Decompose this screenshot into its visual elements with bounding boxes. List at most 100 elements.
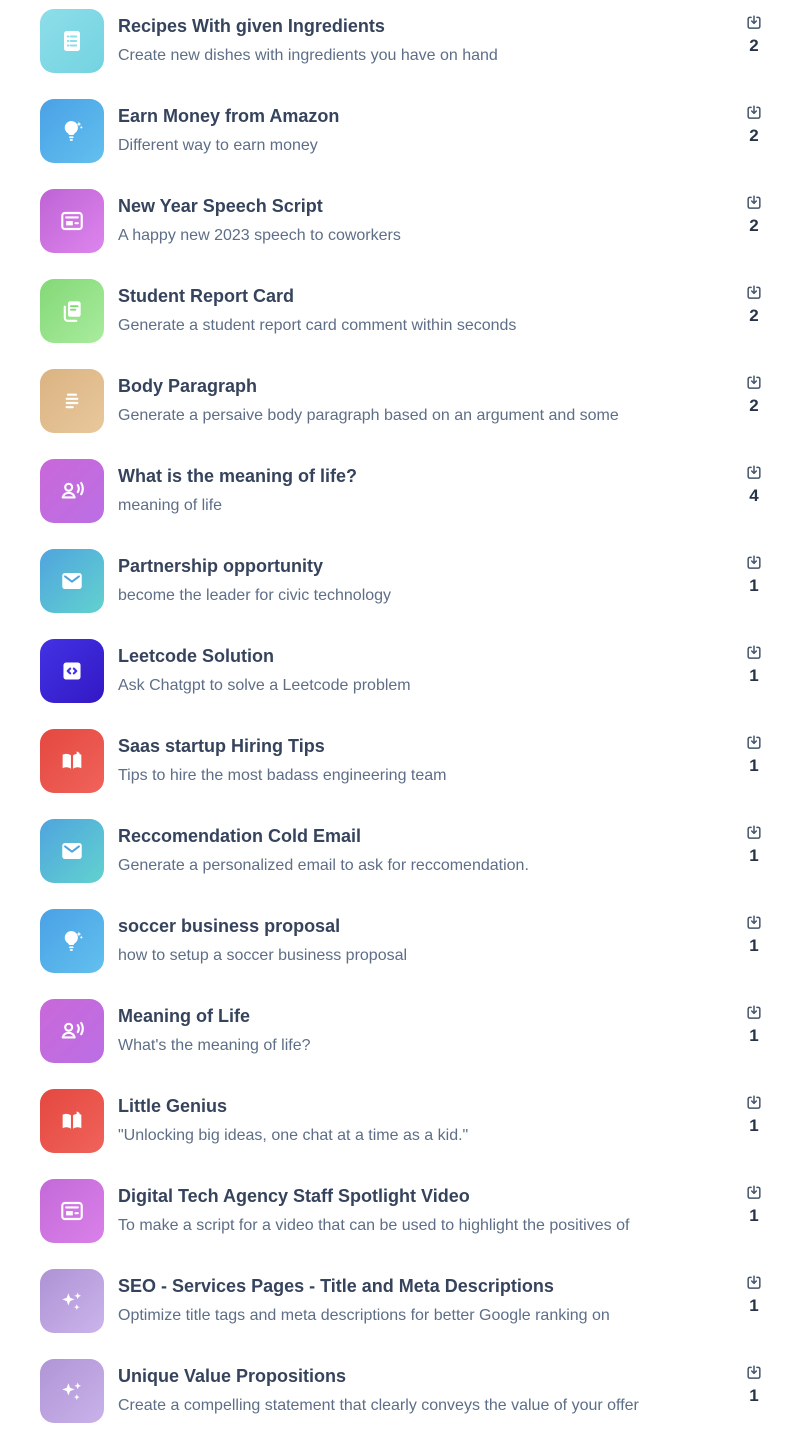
item-texts: Meaning of Life What's the meaning of li…	[118, 1004, 726, 1057]
item-downloads: 2	[740, 373, 768, 416]
download-count: 2	[749, 306, 759, 325]
item-title[interactable]: soccer business proposal	[118, 916, 341, 936]
item-title[interactable]: Student Report Card	[118, 286, 295, 306]
sparkles-icon	[40, 1269, 104, 1333]
download-icon	[744, 373, 764, 393]
download-icon	[744, 103, 764, 123]
item-title[interactable]: What is the meaning of life?	[118, 466, 358, 486]
item-subtitle: meaning of life	[118, 497, 223, 514]
download-count: 2	[749, 36, 759, 55]
list-item[interactable]: Recipes With given Ingredients Create ne…	[0, 0, 806, 90]
sparkles-icon	[40, 1359, 104, 1423]
item-texts: Little Genius "Unlocking big ideas, one …	[118, 1094, 726, 1147]
download-count: 1	[749, 576, 759, 595]
item-downloads: 1	[740, 643, 768, 686]
list-item[interactable]: soccer business proposal how to setup a …	[0, 900, 806, 990]
list-item[interactable]: Unique Value Propositions Create a compe…	[0, 1350, 806, 1440]
item-subtitle: Different way to earn money	[118, 137, 318, 154]
envelope-icon	[40, 819, 104, 883]
item-downloads: 1	[740, 553, 768, 596]
list-item[interactable]: SEO - Services Pages - Title and Meta De…	[0, 1260, 806, 1350]
download-count: 1	[749, 1206, 759, 1225]
download-count: 4	[749, 486, 759, 505]
newspaper-icon	[40, 1179, 104, 1243]
list-item[interactable]: Reccomendation Cold Email Generate a per…	[0, 810, 806, 900]
item-subtitle: Ask Chatgpt to solve a Leetcode problem	[118, 677, 411, 694]
item-subtitle: "Unlocking big ideas, one chat at a time…	[118, 1127, 469, 1144]
list-item[interactable]: Body Paragraph Generate a persaive body …	[0, 360, 806, 450]
list-item[interactable]: Meaning of Life What's the meaning of li…	[0, 990, 806, 1080]
item-downloads: 2	[740, 283, 768, 326]
item-title[interactable]: Body Paragraph	[118, 376, 258, 396]
download-icon	[744, 1183, 764, 1203]
item-title[interactable]: Earn Money from Amazon	[118, 106, 340, 126]
download-icon	[744, 1093, 764, 1113]
list-item[interactable]: New Year Speech Script A happy new 2023 …	[0, 180, 806, 270]
item-downloads: 1	[740, 1273, 768, 1316]
download-count: 1	[749, 756, 759, 775]
download-count: 1	[749, 1296, 759, 1315]
item-downloads: 1	[740, 1003, 768, 1046]
item-downloads: 2	[740, 103, 768, 146]
list-item[interactable]: Little Genius "Unlocking big ideas, one …	[0, 1080, 806, 1170]
item-title[interactable]: Unique Value Propositions	[118, 1366, 347, 1386]
list-item[interactable]: Digital Tech Agency Staff Spotlight Vide…	[0, 1170, 806, 1260]
list-item[interactable]: What is the meaning of life? meaning of …	[0, 450, 806, 540]
item-title[interactable]: New Year Speech Script	[118, 196, 323, 216]
download-count: 1	[749, 936, 759, 955]
download-icon	[744, 913, 764, 933]
download-count: 1	[749, 846, 759, 865]
download-count: 1	[749, 666, 759, 685]
item-texts: Earn Money from Amazon Different way to …	[118, 104, 726, 157]
item-title[interactable]: Saas startup Hiring Tips	[118, 736, 325, 756]
item-subtitle: Create a compelling statement that clear…	[118, 1397, 639, 1414]
open-book-icon	[40, 729, 104, 793]
item-texts: New Year Speech Script A happy new 2023 …	[118, 194, 726, 247]
download-icon	[744, 1363, 764, 1383]
item-texts: soccer business proposal how to setup a …	[118, 914, 726, 967]
item-title[interactable]: Digital Tech Agency Staff Spotlight Vide…	[118, 1186, 470, 1206]
item-texts: What is the meaning of life? meaning of …	[118, 464, 726, 517]
item-title[interactable]: Recipes With given Ingredients	[118, 16, 385, 36]
download-icon	[744, 1273, 764, 1293]
list-item[interactable]: Partnership opportunity become the leade…	[0, 540, 806, 630]
item-subtitle: Create new dishes with ingredients you h…	[118, 47, 498, 64]
download-icon	[744, 463, 764, 483]
list-item[interactable]: Saas startup Hiring Tips Tips to hire th…	[0, 720, 806, 810]
item-texts: Unique Value Propositions Create a compe…	[118, 1364, 726, 1417]
paragraph-lines-icon	[40, 369, 104, 433]
download-count: 1	[749, 1386, 759, 1405]
list-item[interactable]: Earn Money from Amazon Different way to …	[0, 90, 806, 180]
list-item[interactable]: Leetcode Solution Ask Chatgpt to solve a…	[0, 630, 806, 720]
open-book-icon	[40, 1089, 104, 1153]
item-texts: Student Report Card Generate a student r…	[118, 284, 726, 337]
download-icon	[744, 1003, 764, 1023]
download-icon	[744, 13, 764, 33]
item-title[interactable]: Meaning of Life	[118, 1006, 250, 1026]
item-title[interactable]: Partnership opportunity	[118, 556, 324, 576]
download-icon	[744, 283, 764, 303]
item-title[interactable]: SEO - Services Pages - Title and Meta De…	[118, 1276, 554, 1296]
item-subtitle: Generate a personalized email to ask for…	[118, 857, 529, 874]
item-downloads: 4	[740, 463, 768, 506]
item-texts: Leetcode Solution Ask Chatgpt to solve a…	[118, 644, 726, 697]
item-subtitle: how to setup a soccer business proposal	[118, 947, 408, 964]
item-texts: Digital Tech Agency Staff Spotlight Vide…	[118, 1184, 726, 1237]
item-title[interactable]: Leetcode Solution	[118, 646, 275, 666]
envelope-icon	[40, 549, 104, 613]
list-item[interactable]: Student Report Card Generate a student r…	[0, 270, 806, 360]
item-downloads: 1	[740, 913, 768, 956]
person-voice-icon	[40, 459, 104, 523]
item-subtitle: Generate a persaive body paragraph based…	[118, 407, 619, 424]
item-texts: Saas startup Hiring Tips Tips to hire th…	[118, 734, 726, 787]
item-title[interactable]: Reccomendation Cold Email	[118, 826, 362, 846]
download-icon	[744, 823, 764, 843]
item-downloads: 1	[740, 1363, 768, 1406]
item-title[interactable]: Little Genius	[118, 1096, 228, 1116]
lightbulb-icon	[40, 909, 104, 973]
item-subtitle: Optimize title tags and meta description…	[118, 1307, 610, 1324]
item-subtitle: Tips to hire the most badass engineering…	[118, 767, 447, 784]
lightbulb-icon	[40, 99, 104, 163]
download-icon	[744, 553, 764, 573]
person-voice-icon	[40, 999, 104, 1063]
